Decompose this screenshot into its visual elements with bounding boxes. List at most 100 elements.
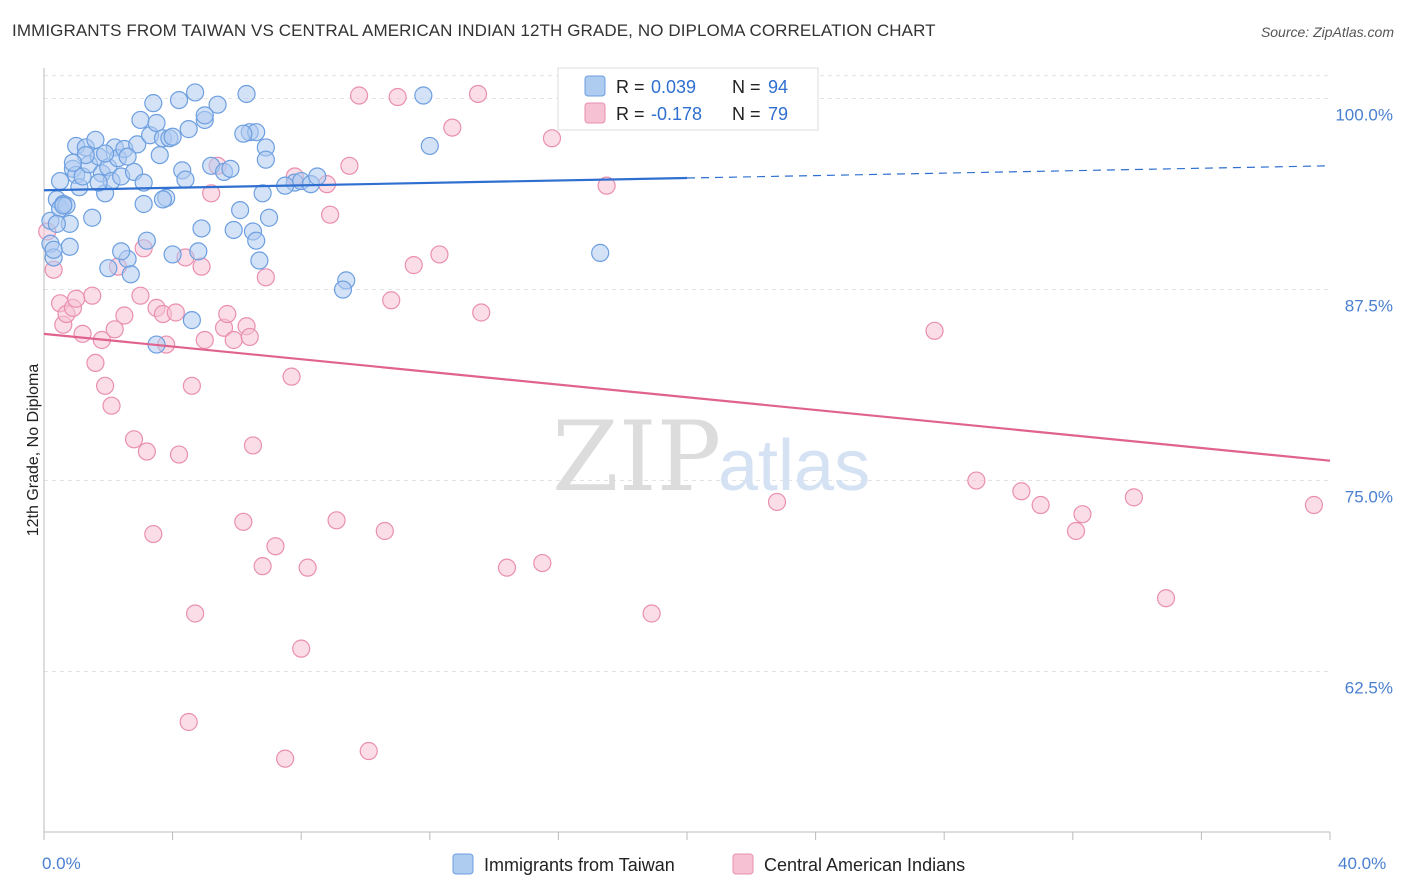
data-point-pink <box>102 396 121 415</box>
data-point-pink <box>282 367 301 386</box>
legend-r-value-pink: -0.178 <box>651 104 702 124</box>
data-point-pink <box>1012 482 1031 501</box>
data-point-blue <box>128 135 147 154</box>
data-point-pink <box>1156 589 1176 608</box>
data-point-blue <box>591 243 610 262</box>
data-point-pink <box>115 306 134 325</box>
data-point-pink <box>321 205 340 224</box>
data-point-pink <box>497 558 517 577</box>
data-point-pink <box>73 324 92 343</box>
data-point-blue <box>250 251 269 270</box>
trend-lines <box>43 165 1331 462</box>
data-point-pink <box>182 376 201 395</box>
data-point-blue <box>134 173 153 192</box>
data-point-pink <box>186 604 205 623</box>
data-point-blue <box>89 173 108 192</box>
data-point-pink <box>533 553 552 573</box>
legend-r-value-blue: 0.039 <box>651 77 696 97</box>
y-tick-label: 87.5% <box>1345 297 1393 316</box>
data-point-pink <box>137 442 156 461</box>
data-point-pink <box>327 511 346 530</box>
bottom-legend-label-pink: Central American Indians <box>764 855 965 875</box>
legend-n-label-blue: N = <box>732 77 761 97</box>
data-point-blue <box>134 194 153 214</box>
data-point-pink <box>472 303 491 322</box>
data-point-pink <box>83 286 102 305</box>
data-point-blue <box>153 190 173 209</box>
data-point-pink <box>340 156 359 175</box>
data-point-blue <box>182 311 201 330</box>
legend-r-label-pink: R = <box>616 104 645 124</box>
series-legend: Immigrants from Taiwan Central American … <box>452 853 965 875</box>
data-point-blue <box>256 150 275 169</box>
data-point-blue <box>44 240 63 259</box>
legend-n-value-pink: 79 <box>768 104 788 124</box>
data-point-blue <box>237 84 256 104</box>
data-point-blue <box>176 170 195 189</box>
data-point-pink <box>95 376 115 395</box>
data-point-pink <box>192 257 211 276</box>
series-immigrants-from-taiwan <box>41 83 610 354</box>
data-point-pink <box>430 245 449 264</box>
y-tick-label: 75.0% <box>1345 488 1393 507</box>
bottom-legend-swatch-blue <box>452 853 474 875</box>
data-point-blue <box>231 201 250 220</box>
data-point-pink <box>1031 495 1050 515</box>
legend-swatch-pink <box>584 102 606 124</box>
data-point-blue <box>47 214 66 233</box>
data-point-pink <box>124 430 144 449</box>
data-point-blue <box>163 245 182 264</box>
data-point-pink <box>256 268 275 287</box>
data-point-blue <box>169 90 189 110</box>
data-point-pink <box>166 303 185 322</box>
data-point-blue <box>420 136 439 156</box>
data-point-pink <box>67 289 86 308</box>
data-point-blue <box>163 127 182 146</box>
data-point-pink <box>1124 488 1143 507</box>
data-point-blue <box>308 167 327 186</box>
data-point-blue <box>253 184 272 203</box>
data-point-pink <box>234 512 253 531</box>
data-point-blue <box>333 280 353 299</box>
y-tick-label: 100.0% <box>1335 106 1393 125</box>
data-point-blue <box>60 237 79 256</box>
data-point-pink <box>195 330 214 350</box>
trend-line-extension-blue <box>686 165 1331 179</box>
data-point-pink <box>967 471 986 490</box>
data-point-blue <box>195 106 214 125</box>
data-point-pink <box>105 320 124 339</box>
x-tick-label-min: 0.0% <box>42 854 81 873</box>
data-point-pink <box>131 286 150 305</box>
legend-n-label-pink: N = <box>732 104 761 124</box>
data-point-blue <box>247 231 266 250</box>
data-point-blue <box>208 95 227 114</box>
watermark-zip: ZIP <box>552 401 721 513</box>
data-point-pink <box>224 330 243 350</box>
data-point-blue <box>147 113 166 133</box>
data-point-blue <box>234 124 253 143</box>
data-point-pink <box>218 304 237 324</box>
data-point-pink <box>349 86 369 105</box>
data-point-pink <box>443 118 462 137</box>
data-point-pink <box>1073 505 1092 524</box>
data-point-pink <box>382 291 401 310</box>
data-point-blue <box>83 208 102 227</box>
data-point-blue <box>259 208 279 227</box>
data-point-blue <box>414 86 433 105</box>
data-point-pink <box>642 604 661 623</box>
data-point-pink <box>169 445 189 464</box>
data-point-blue <box>54 196 73 215</box>
legend-r-label-blue: R = <box>616 77 645 97</box>
data-point-blue <box>186 83 205 102</box>
data-point-pink <box>202 184 221 203</box>
data-point-blue <box>150 145 169 165</box>
data-point-blue <box>112 242 131 261</box>
data-point-blue <box>189 242 208 261</box>
data-point-pink <box>767 492 787 512</box>
x-tick-label-max: 40.0% <box>1338 854 1386 873</box>
data-point-blue <box>131 110 150 130</box>
data-point-blue <box>192 219 211 238</box>
data-point-pink <box>925 321 944 340</box>
data-point-pink <box>375 521 394 541</box>
